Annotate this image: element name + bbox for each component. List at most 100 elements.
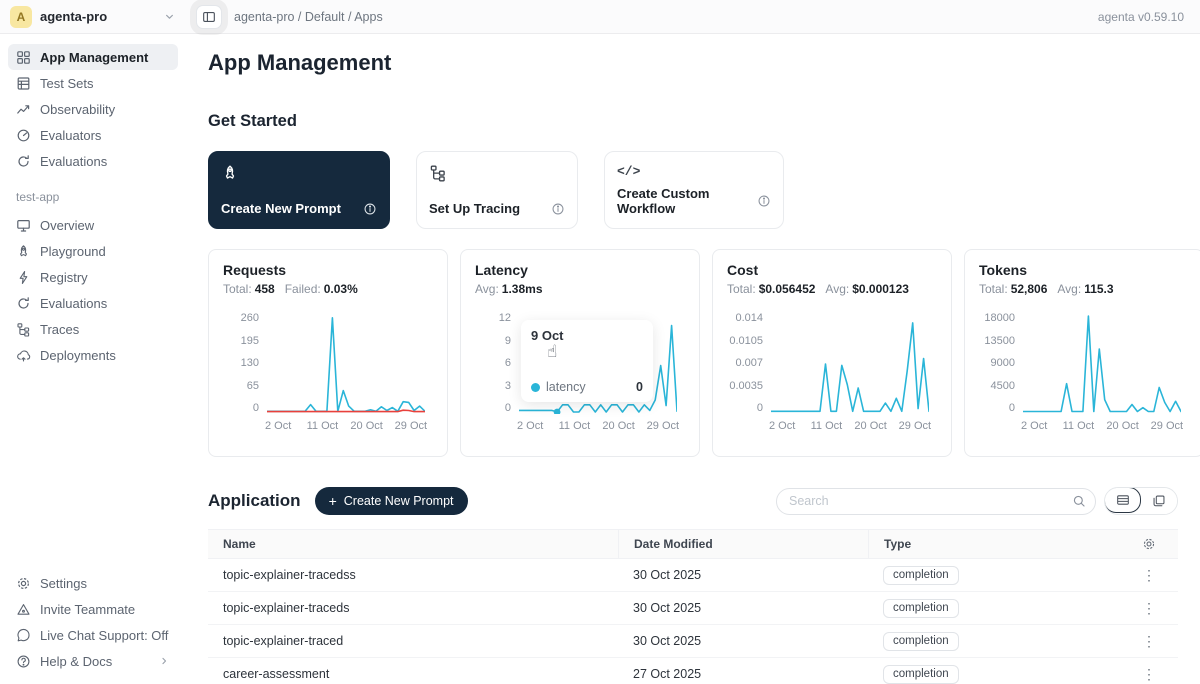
sidebar-bottom: Settings Invite Teammate Live Chat Suppo… [8,570,178,676]
chart-plot-area[interactable] [267,312,425,414]
x-axis-labels: 2 Oct11 Oct20 Oct29 Oct [779,420,937,434]
version-label: agenta v0.59.10 [1098,10,1200,24]
sidebar-item-label: Help & Docs [40,654,112,669]
sidebar-item-label: Live Chat Support: Off [40,628,168,643]
card-view-button[interactable] [1140,488,1177,514]
cost-chart: 0.0140.01050.0070.00350 [727,312,937,414]
rocket-icon [16,244,31,259]
metric-title: Latency [475,262,685,278]
column-header-type[interactable]: Type [868,530,1088,558]
sidebar-item-registry[interactable]: Registry [8,264,178,290]
table-row[interactable]: topic-explainer-traced 30 Oct 2025 compl… [208,625,1178,658]
create-custom-workflow-card[interactable]: </> Create Custom Workflow [604,151,784,229]
sidebar-group-label: test-app [16,190,178,204]
sidebar-item-label: Registry [40,270,88,285]
sidebar-item-label: Invite Teammate [40,602,135,617]
info-icon[interactable] [363,202,377,216]
y-tick-label: 9000 [991,357,1015,369]
y-tick-label: 3 [505,380,511,392]
x-axis-labels: 2 Oct11 Oct20 Oct29 Oct [527,420,685,434]
row-menu-kebab-icon[interactable]: ⋮ [1142,600,1156,617]
table-row[interactable]: topic-explainer-tracedss 30 Oct 2025 com… [208,559,1178,592]
metric-title: Tokens [979,262,1189,278]
code-icon: </> [617,164,771,179]
sidebar-item-traces[interactable]: Traces [8,316,178,342]
table-view-button[interactable] [1104,487,1141,513]
workspace-selector[interactable]: A agenta-pro [0,6,186,28]
sidebar-item-evaluations-app[interactable]: Evaluations [8,290,178,316]
sidebar-item-observability[interactable]: Observability [8,96,178,122]
column-header-date-modified[interactable]: Date Modified [618,530,868,558]
sidebar-item-evaluators[interactable]: Evaluators [8,122,178,148]
search-input[interactable] [776,488,1096,515]
x-tick-label: 2 Oct [517,420,543,432]
y-tick-label: 0.014 [735,312,763,324]
type-badge: completion [883,566,959,585]
chart-plot-area[interactable] [771,312,929,414]
chart-canvas [771,312,929,414]
breadcrumb[interactable]: agenta-pro / Default / Apps [234,10,383,24]
sidebar-item-deployments[interactable]: Deployments [8,342,178,368]
mouse-cursor-icon: ☝ [547,342,557,362]
sidebar-item-app-management[interactable]: App Management [8,44,178,70]
search-icon[interactable] [1072,494,1086,508]
invite-icon [16,602,31,617]
plus-icon: + [329,493,337,509]
x-tick-label: 20 Oct [1106,420,1138,432]
x-tick-label: 11 Oct [307,420,339,432]
x-tick-label: 2 Oct [265,420,291,432]
metrics-row: Requests Total:458Failed:0.03% 260195130… [208,249,1178,457]
main-content: App Management Get Started Create New Pr… [186,34,1200,684]
y-axis-labels: 129630 [475,312,519,414]
table-row[interactable]: topic-explainer-traceds 30 Oct 2025 comp… [208,592,1178,625]
sidebar-item-help-docs[interactable]: Help & Docs [8,648,178,674]
metric-title: Requests [223,262,433,278]
row-menu-kebab-icon[interactable]: ⋮ [1142,567,1156,584]
app-date-modified: 30 Oct 2025 [618,634,868,648]
row-menu-kebab-icon[interactable]: ⋮ [1142,666,1156,683]
table-row[interactable]: career-assessment 27 Oct 2025 completion… [208,658,1178,684]
application-heading: Application [208,491,301,511]
x-tick-label: 11 Oct [559,420,591,432]
sidebar-item-evaluations[interactable]: Evaluations [8,148,178,174]
rocket-icon [221,164,377,182]
card-label: Create New Prompt [221,201,341,216]
y-tick-label: 0 [505,402,511,414]
workspace-name: agenta-pro [40,9,107,24]
chart-canvas [1023,312,1181,414]
app-date-modified: 27 Oct 2025 [618,667,868,681]
x-axis-labels: 2 Oct11 Oct20 Oct29 Oct [1031,420,1189,434]
chevron-right-icon [158,655,170,667]
chart-plot-area[interactable] [1023,312,1181,414]
metric-stats: Total:$0.056452Avg:$0.000123 [727,282,937,296]
trace-tree-icon [429,164,565,182]
sidebar-item-live-chat[interactable]: Live Chat Support: Off [8,622,178,648]
app-date-modified: 30 Oct 2025 [618,601,868,615]
sidebar-toggle-button[interactable] [196,5,222,29]
info-icon[interactable] [757,194,771,208]
x-tick-label: 29 Oct [647,420,679,432]
sidebar-item-settings[interactable]: Settings [8,570,178,596]
info-icon[interactable] [551,202,565,216]
set-up-tracing-card[interactable]: Set Up Tracing [416,151,578,229]
app-name: career-assessment [208,667,618,681]
get-started-heading: Get Started [208,112,1178,131]
cloud-upload-icon [16,348,31,363]
sidebar-item-test-sets[interactable]: Test Sets [8,70,178,96]
column-settings-gear-icon[interactable] [1142,537,1156,551]
metric-title: Cost [727,262,937,278]
sidebar-item-playground[interactable]: Playground [8,238,178,264]
app-date-modified: 30 Oct 2025 [618,568,868,582]
x-tick-label: 11 Oct [1063,420,1095,432]
sidebar-item-label: Playground [40,244,106,259]
sidebar-item-overview[interactable]: Overview [8,212,178,238]
sidebar-item-invite-teammate[interactable]: Invite Teammate [8,596,178,622]
sidebar-item-label: Observability [40,102,115,117]
card-label: Create Custom Workflow [617,186,757,216]
row-menu-kebab-icon[interactable]: ⋮ [1142,633,1156,650]
column-header-name[interactable]: Name [208,537,618,551]
x-tick-label: 20 Oct [350,420,382,432]
chart-canvas [267,312,425,414]
create-new-prompt-button[interactable]: + Create New Prompt [315,487,468,515]
create-new-prompt-card[interactable]: Create New Prompt [208,151,390,229]
